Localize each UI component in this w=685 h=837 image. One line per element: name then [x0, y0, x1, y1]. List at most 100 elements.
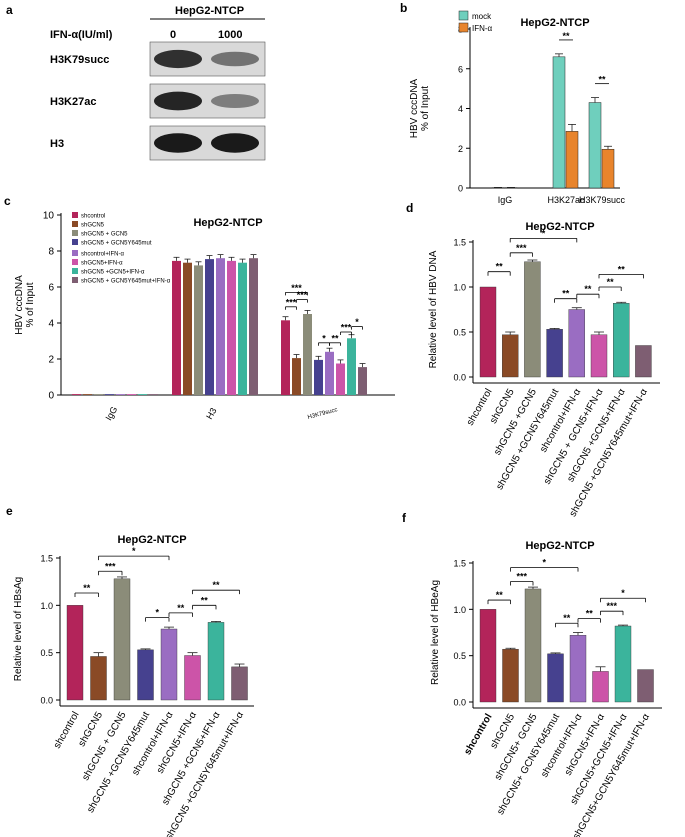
significance-label: ** — [496, 262, 504, 272]
bar — [552, 56, 566, 189]
x-tick-label: H3K79succ — [307, 407, 338, 421]
significance-label: *** — [516, 572, 527, 582]
blot-band — [154, 49, 202, 69]
y-tick-label: 1.0 — [40, 601, 53, 611]
bar — [524, 588, 542, 703]
bar — [613, 303, 630, 378]
bar — [358, 367, 367, 395]
significance-label: * — [542, 228, 546, 238]
significance-label: *** — [341, 323, 352, 333]
x-tick-label: H3K79succ — [579, 195, 626, 205]
legend-swatch — [72, 221, 78, 227]
significance-label: ** — [562, 289, 570, 299]
y-tick-label: 6 — [458, 64, 463, 74]
significance-label: ** — [212, 580, 220, 590]
bar — [592, 671, 609, 703]
significance-label: ** — [331, 333, 339, 343]
significance-label: ** — [586, 609, 594, 619]
legend-swatch — [72, 212, 78, 218]
bar — [479, 286, 497, 378]
bar — [72, 394, 81, 395]
panel-letter-c: c — [4, 194, 11, 208]
legend-swatch — [72, 250, 78, 256]
y-tick-label: 1.5 — [40, 554, 53, 564]
y-tick-label: 2 — [48, 355, 54, 366]
y-tick-label: 4 — [48, 319, 54, 330]
chart-panel-f: 0.0 0.5 1.0 1.5 HepG2-NTCP Relative level of … — [430, 540, 662, 837]
bar — [347, 338, 356, 395]
bar — [172, 260, 181, 395]
blot-dose-1000: 1000 — [218, 29, 242, 41]
y-axis-label: Relative level of HBeAg — [430, 580, 441, 685]
significance-label: ** — [607, 277, 615, 287]
legend-swatch — [72, 259, 78, 265]
y-tick-label: 0.0 — [453, 698, 466, 708]
legend-label: shcontrol+IFN-α — [81, 252, 125, 258]
legend-label: shGCN5 — [81, 223, 105, 229]
bar — [113, 578, 131, 701]
bar — [325, 351, 334, 395]
legend-label: mock — [472, 12, 492, 21]
significance-label: * — [132, 546, 136, 556]
bar — [569, 635, 587, 703]
y-axis-label: % of Input — [420, 86, 431, 131]
x-tick-label: IgG — [103, 405, 119, 423]
bar — [314, 359, 323, 395]
significance-label: *** — [105, 561, 116, 571]
bar — [524, 261, 541, 378]
y-tick-label: 0 — [458, 184, 463, 194]
panel-letter-e: e — [6, 504, 13, 518]
bar — [546, 329, 563, 378]
chart-title: HepG2-NTCP — [525, 540, 594, 552]
significance-label: *** — [291, 283, 302, 293]
y-tick-label: 0.5 — [40, 648, 53, 658]
significance-label: ** — [584, 284, 592, 294]
bar — [160, 628, 178, 701]
significance-label: ** — [201, 595, 209, 605]
significance-label: ** — [598, 75, 606, 85]
panel-letter-f: f — [402, 511, 407, 525]
bar — [83, 394, 92, 395]
y-axis-label: HBV cccDNA — [14, 275, 25, 335]
legend-label: shGCN5 + GCN5Y645mut+IFN-α — [81, 279, 171, 285]
significance-label: * — [542, 558, 546, 568]
x-tick-label: H3 — [204, 406, 218, 421]
bar — [249, 258, 258, 395]
bar — [568, 309, 585, 378]
y-tick-label: 1.5 — [453, 559, 466, 569]
bar — [216, 258, 225, 395]
legend-swatch — [72, 277, 78, 283]
significance-label: * — [155, 608, 159, 618]
significance-label: * — [621, 588, 625, 598]
bar — [205, 259, 214, 395]
y-tick-label: 1.5 — [453, 238, 466, 248]
blot-row-label: H3K27ac — [50, 96, 96, 108]
bar — [281, 320, 290, 395]
legend-swatch — [72, 268, 78, 274]
x-tick-label: H3K27ac — [547, 195, 585, 205]
bar — [184, 655, 201, 701]
bar — [238, 262, 247, 395]
significance-label: ** — [496, 590, 504, 600]
blot-dose-0: 0 — [170, 29, 176, 41]
x-tick-label: IgG — [498, 195, 513, 205]
panel-letter-d: d — [406, 201, 413, 215]
bar — [336, 363, 345, 395]
blot-band — [211, 94, 259, 108]
bar — [116, 394, 125, 395]
bar — [90, 656, 107, 701]
y-tick-label: 0.0 — [453, 373, 466, 383]
bar — [66, 605, 84, 701]
bar — [231, 666, 248, 701]
bar — [565, 131, 579, 189]
bar — [502, 648, 519, 703]
y-tick-label: 0 — [48, 391, 54, 402]
panel-letter-a: a — [6, 3, 13, 17]
chart-panel-c: 0 2 4 6 8 10 HepG2-NTCP HBV cccDNA% of Input IgG… — [14, 211, 395, 423]
bar — [635, 345, 652, 378]
chart-panel-d: 0.0 0.5 1.0 1.5 HepG2-NTCP Relative level of … — [428, 221, 660, 519]
chart-title: HepG2-NTCP — [117, 534, 186, 546]
blot-title: HepG2-NTCP — [175, 5, 244, 17]
bar — [138, 394, 147, 395]
